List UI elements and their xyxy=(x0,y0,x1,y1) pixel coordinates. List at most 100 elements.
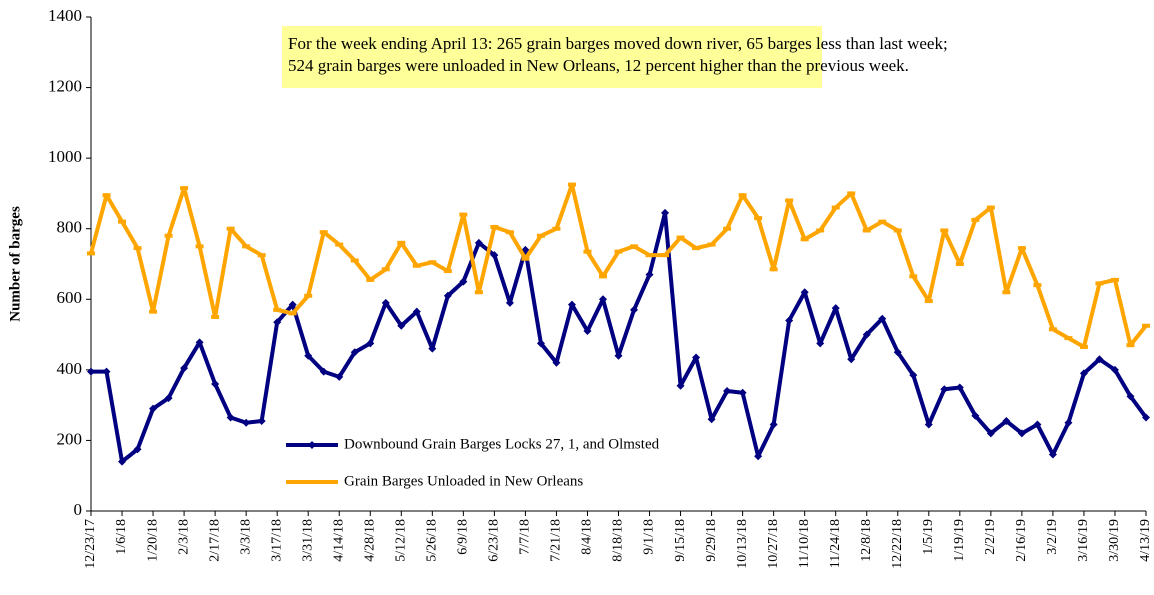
data-point xyxy=(273,318,282,327)
data-point xyxy=(955,262,964,266)
data-point xyxy=(366,339,375,348)
data-point xyxy=(133,445,142,454)
data-point xyxy=(1017,429,1026,438)
data-point xyxy=(490,224,499,229)
data-point xyxy=(226,226,235,231)
x-tick-label: 10/27/18 xyxy=(766,519,781,569)
x-tick-label: 3/30/19 xyxy=(1107,519,1122,562)
data-point xyxy=(397,240,406,245)
data-point xyxy=(1095,281,1104,286)
data-point xyxy=(149,309,158,314)
y-tick-label: 600 xyxy=(57,288,83,307)
data-point xyxy=(567,182,576,187)
data-point xyxy=(676,235,685,240)
x-tick-label: 5/12/18 xyxy=(394,519,409,562)
data-point xyxy=(1033,420,1042,429)
data-point xyxy=(940,385,949,394)
data-point xyxy=(924,420,933,429)
x-tick-label: 12/22/18 xyxy=(890,519,905,569)
x-tick-label: 2/3/18 xyxy=(176,519,191,555)
data-point xyxy=(955,383,964,392)
annotation-box xyxy=(282,26,822,88)
data-point xyxy=(1048,450,1057,459)
y-axis-label: Number of barges xyxy=(7,206,23,322)
x-tick-label: 1/20/18 xyxy=(145,519,160,562)
data-point xyxy=(940,228,949,233)
annotation-text: For the week ending April 13: 265 grain … xyxy=(288,34,948,53)
legend-label: Grain Barges Unloaded in New Orleans xyxy=(344,473,583,489)
data-point xyxy=(335,372,344,381)
data-point xyxy=(242,244,251,249)
data-point xyxy=(381,298,390,307)
data-point xyxy=(630,305,639,314)
data-point xyxy=(319,230,328,235)
x-tick-label: 3/16/19 xyxy=(1076,519,1091,562)
data-point xyxy=(831,304,840,313)
x-tick-label: 11/10/18 xyxy=(797,519,812,568)
data-point xyxy=(847,191,856,196)
x-tick-label: 1/5/19 xyxy=(921,519,936,555)
data-point xyxy=(738,388,747,397)
data-point xyxy=(350,348,359,357)
data-point xyxy=(257,417,266,426)
data-point xyxy=(1079,369,1088,378)
data-point xyxy=(1017,246,1026,251)
data-point xyxy=(412,307,421,316)
data-point xyxy=(816,339,825,348)
data-point xyxy=(180,186,189,191)
data-point xyxy=(567,300,576,309)
data-point xyxy=(800,237,809,242)
data-point xyxy=(366,277,375,282)
data-point xyxy=(909,274,918,279)
data-point xyxy=(909,371,918,380)
data-point xyxy=(118,457,127,466)
data-point xyxy=(583,249,592,254)
x-tick-label: 7/7/18 xyxy=(518,519,533,555)
x-tick-label: 6/23/18 xyxy=(487,519,502,562)
x-tick-label: 3/3/18 xyxy=(238,519,253,555)
data-point xyxy=(862,330,871,339)
data-point xyxy=(723,387,732,396)
legend-marker xyxy=(308,441,316,449)
x-tick-label: 8/18/18 xyxy=(611,519,626,562)
y-tick-label: 1400 xyxy=(48,6,82,25)
data-point xyxy=(474,290,483,295)
data-point xyxy=(195,244,204,249)
data-point xyxy=(102,367,111,376)
data-point xyxy=(1002,417,1011,426)
data-point xyxy=(459,212,468,217)
data-point xyxy=(242,418,251,427)
data-point xyxy=(893,348,902,357)
y-tick-label: 800 xyxy=(57,218,83,237)
x-tick-label: 7/21/18 xyxy=(549,519,564,562)
data-point xyxy=(785,316,794,325)
data-point xyxy=(878,219,887,224)
data-point xyxy=(474,238,483,247)
data-point xyxy=(785,198,794,203)
data-point xyxy=(149,404,158,413)
data-point xyxy=(1064,336,1073,341)
x-tick-label: 1/6/18 xyxy=(114,519,129,555)
data-point xyxy=(552,358,561,367)
x-tick-label: 10/13/18 xyxy=(735,519,750,569)
data-point xyxy=(800,288,809,297)
data-point xyxy=(816,228,825,233)
data-point xyxy=(211,314,220,319)
data-point xyxy=(986,429,995,438)
data-point xyxy=(630,244,639,249)
data-point xyxy=(986,205,995,210)
x-tick-label: 2/17/18 xyxy=(207,519,222,562)
data-point xyxy=(598,295,607,304)
data-point xyxy=(412,263,421,268)
legend-marker xyxy=(308,480,316,484)
data-point xyxy=(1126,343,1135,348)
data-point xyxy=(1126,392,1135,401)
data-point xyxy=(1033,283,1042,288)
data-point xyxy=(273,307,282,312)
data-point xyxy=(754,452,763,461)
annotation-text: 524 grain barges were unloaded in New Or… xyxy=(288,56,909,75)
data-point xyxy=(847,355,856,364)
data-point xyxy=(769,420,778,429)
y-tick-label: 0 xyxy=(74,500,83,519)
